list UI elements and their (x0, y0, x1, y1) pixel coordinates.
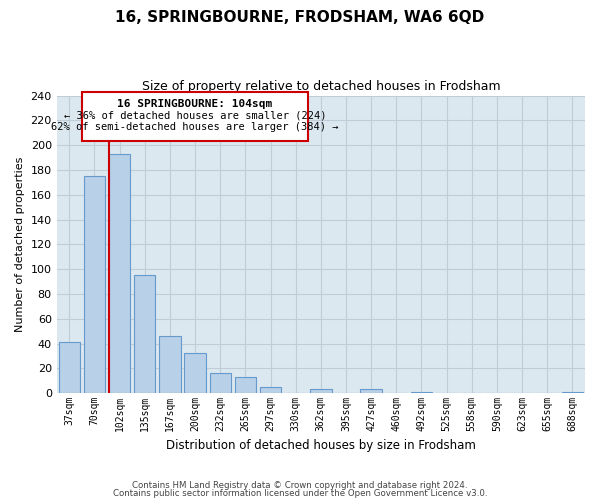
Text: Contains public sector information licensed under the Open Government Licence v3: Contains public sector information licen… (113, 488, 487, 498)
Bar (109, 154, 130, 393)
Bar (260, 387, 281, 393)
Bar (361, 390, 382, 393)
Bar (134, 276, 155, 393)
Bar (184, 354, 206, 393)
Bar (411, 392, 432, 393)
Text: ← 36% of detached houses are smaller (224): ← 36% of detached houses are smaller (22… (64, 110, 326, 120)
Bar (59, 342, 80, 393)
Bar (562, 392, 583, 393)
FancyBboxPatch shape (82, 92, 308, 142)
Bar (235, 377, 256, 393)
Title: Size of property relative to detached houses in Frodsham: Size of property relative to detached ho… (142, 80, 500, 93)
Bar (159, 336, 181, 393)
Bar (84, 176, 105, 393)
Text: 16 SPRINGBOURNE: 104sqm: 16 SPRINGBOURNE: 104sqm (118, 100, 272, 110)
Text: 16, SPRINGBOURNE, FRODSHAM, WA6 6QD: 16, SPRINGBOURNE, FRODSHAM, WA6 6QD (115, 10, 485, 25)
Bar (209, 374, 231, 393)
Y-axis label: Number of detached properties: Number of detached properties (15, 156, 25, 332)
Text: Contains HM Land Registry data © Crown copyright and database right 2024.: Contains HM Land Registry data © Crown c… (132, 481, 468, 490)
Text: 62% of semi-detached houses are larger (384) →: 62% of semi-detached houses are larger (… (51, 122, 339, 132)
Bar (310, 390, 332, 393)
X-axis label: Distribution of detached houses by size in Frodsham: Distribution of detached houses by size … (166, 440, 476, 452)
